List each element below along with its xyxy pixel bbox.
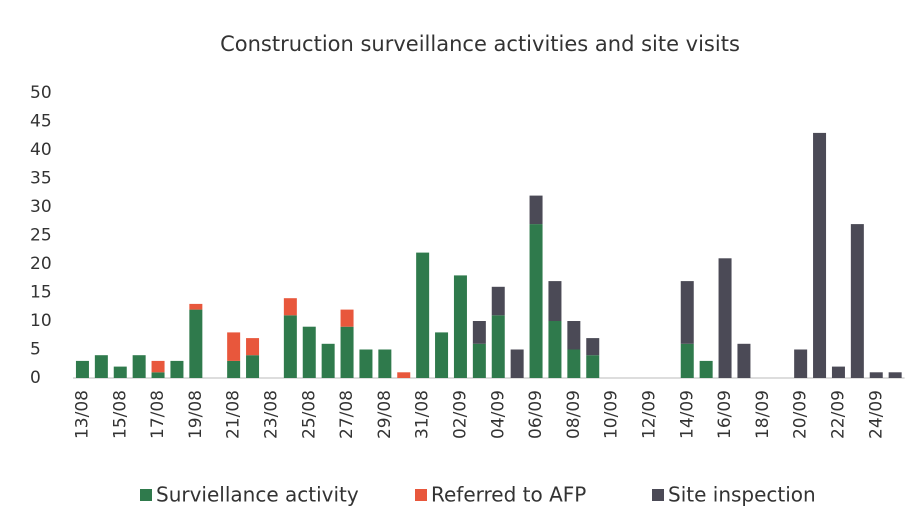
- x-tick-label: 29/08: [375, 390, 395, 439]
- y-tick-label: 0: [30, 368, 41, 388]
- bar: [680, 343, 694, 378]
- bar: [321, 343, 335, 378]
- bar: [359, 349, 373, 378]
- y-tick-label: 35: [30, 169, 52, 189]
- x-tick-label: 08/09: [564, 390, 584, 439]
- x-tick-label: 25/08: [299, 390, 319, 439]
- bar: [302, 326, 316, 378]
- bar: [378, 349, 392, 378]
- bar: [888, 372, 902, 378]
- bar: [283, 298, 297, 316]
- x-tick-label: 27/08: [337, 390, 357, 439]
- x-tick-label: 06/09: [526, 390, 546, 439]
- x-tick-label: 20/09: [791, 390, 811, 439]
- legend-label: Referred to AFP: [431, 483, 586, 507]
- y-tick-label: 20: [30, 254, 52, 274]
- legend-label: Site inspection: [668, 483, 816, 507]
- x-tick-label: 04/09: [488, 390, 508, 439]
- bar: [869, 372, 883, 378]
- x-tick-label: 17/08: [148, 390, 168, 439]
- x-tick-label: 10/09: [602, 390, 622, 439]
- bar: [246, 338, 260, 356]
- bar: [586, 338, 600, 356]
- y-tick-label: 45: [30, 112, 52, 132]
- y-tick-label: 15: [30, 283, 52, 303]
- bar: [491, 315, 505, 378]
- bar: [340, 326, 354, 378]
- bar: [189, 309, 203, 378]
- x-tick-label: 12/09: [639, 390, 659, 439]
- bar: [718, 258, 732, 378]
- y-tick-label: 50: [30, 83, 52, 103]
- bar: [340, 309, 354, 327]
- x-tick-label: 15/08: [110, 390, 130, 439]
- bar: [567, 349, 581, 378]
- bar: [472, 321, 486, 344]
- x-tick-label: 19/08: [186, 390, 206, 439]
- bar: [453, 275, 467, 378]
- bar: [435, 332, 449, 378]
- bar: [529, 224, 543, 378]
- bar: [680, 281, 694, 344]
- bar: [813, 132, 827, 378]
- bar: [75, 360, 89, 378]
- bar: [737, 343, 751, 378]
- bar: [132, 355, 146, 378]
- bar: [586, 355, 600, 378]
- y-tick-label: 30: [30, 197, 52, 217]
- bar: [699, 360, 713, 378]
- bar: [850, 224, 864, 378]
- x-tick-label: 24/09: [866, 390, 886, 439]
- y-tick-label: 5: [30, 340, 41, 360]
- x-tick-label: 14/09: [677, 390, 697, 439]
- bar: [529, 195, 543, 225]
- bar: [113, 366, 127, 378]
- bar: [151, 372, 165, 378]
- x-tick-label: 18/09: [753, 390, 773, 439]
- bar: [283, 315, 297, 378]
- x-tick-label: 23/08: [261, 390, 281, 439]
- bar: [397, 372, 411, 378]
- legend-label: Surviellance activity: [156, 483, 359, 507]
- bar: [189, 303, 203, 310]
- bar: [94, 355, 108, 378]
- bar: [567, 321, 581, 350]
- bar: [151, 360, 165, 373]
- bar: [472, 343, 486, 378]
- legend-swatch: [652, 489, 664, 501]
- y-tick-label: 25: [30, 226, 52, 246]
- chart-title: Construction surveillance activities and…: [220, 32, 740, 56]
- y-tick-label: 40: [30, 140, 52, 160]
- x-tick-label: 02/09: [450, 390, 470, 439]
- bar: [548, 321, 562, 378]
- x-tick-label: 13/08: [72, 390, 92, 439]
- bar: [491, 286, 505, 316]
- bar: [548, 281, 562, 321]
- x-tick-label: 21/08: [224, 390, 244, 439]
- x-tick-label: 22/09: [828, 390, 848, 439]
- x-tick-label: 31/08: [413, 390, 433, 439]
- bar: [246, 355, 260, 378]
- y-tick-label: 10: [30, 311, 52, 331]
- legend-swatch: [415, 489, 427, 501]
- bar: [831, 366, 845, 378]
- legend-swatch: [140, 489, 152, 501]
- bar: [227, 360, 241, 378]
- bar: [416, 252, 430, 378]
- bar: [794, 349, 808, 378]
- bar: [227, 332, 241, 361]
- x-tick-label: 16/09: [715, 390, 735, 439]
- bar: [170, 360, 184, 378]
- bar: [510, 349, 524, 378]
